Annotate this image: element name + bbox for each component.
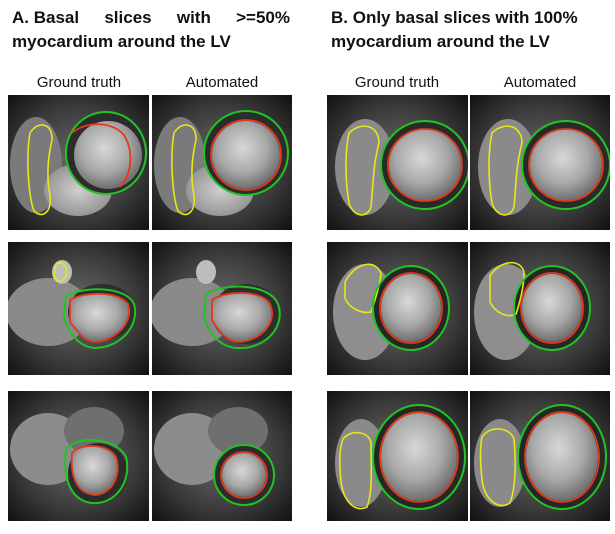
mri-panel-b-r3-ground-truth: [327, 391, 468, 521]
section-a-title-word: with: [176, 8, 211, 27]
section-a-title: A. Basal slices with >=50% myocardium ar…: [12, 6, 290, 54]
column-title-a-ground-truth: Ground truth: [36, 74, 122, 91]
section-a-title-word: >=50%: [236, 8, 290, 27]
column-title-b-automated: Automated: [503, 74, 577, 91]
mri-panel-b-r1-ground-truth: [327, 95, 468, 230]
section-a-title-line2: myocardium around the LV: [12, 32, 231, 51]
column-title-b-ground-truth: Ground truth: [354, 74, 440, 91]
mri-panel-a-r2-automated: [152, 242, 292, 375]
mri-panel-a-r1-ground-truth: [8, 95, 149, 230]
section-b-title-line2: myocardium around the LV: [331, 32, 550, 51]
mri-panel-a-r2-ground-truth: [8, 242, 149, 375]
mri-panel-a-r1-automated: [152, 95, 292, 230]
section-b-title-line1: B. Only basal slices with 100%: [331, 8, 578, 27]
mri-panel-b-r2-ground-truth: [327, 242, 468, 375]
section-b-title: B. Only basal slices with 100% myocardiu…: [331, 6, 611, 54]
section-a-title-word: slices: [104, 8, 152, 27]
section-a-title-word: A. Basal: [12, 8, 80, 27]
mri-panel-b-r3-automated: [470, 391, 610, 521]
mri-panel-a-r3-automated: [152, 391, 292, 521]
mri-panel-b-r1-automated: [470, 95, 610, 230]
mri-panel-a-r3-ground-truth: [8, 391, 149, 521]
mri-panel-b-r2-automated: [470, 242, 610, 375]
column-title-a-automated: Automated: [185, 74, 259, 91]
